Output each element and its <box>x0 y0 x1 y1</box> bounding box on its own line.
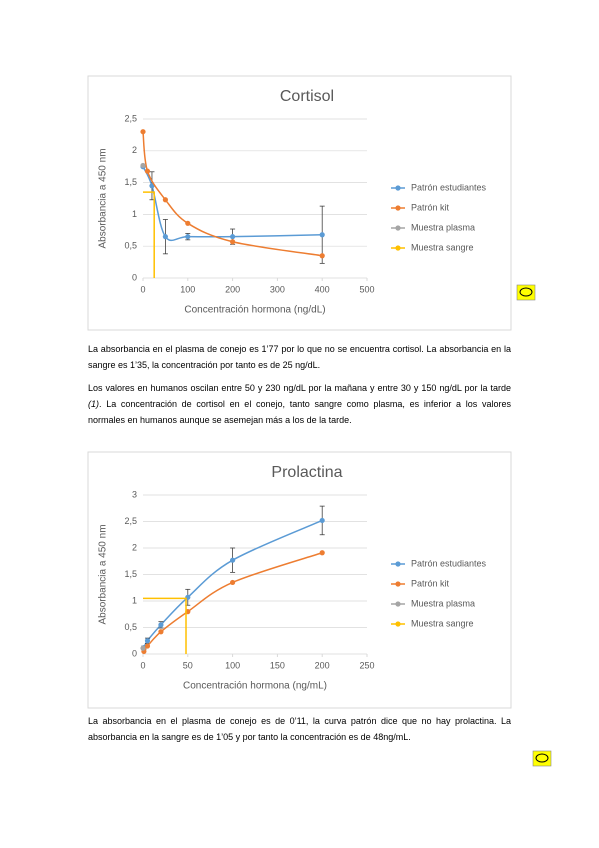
legend-label: Muestra sangre <box>411 242 474 252</box>
x-tick-label: 0 <box>140 284 145 294</box>
series-line <box>143 597 187 654</box>
x-tick-label: 50 <box>183 660 193 670</box>
y-tick-label: 0 <box>132 272 137 282</box>
y-tick-label: 0,5 <box>124 241 137 251</box>
y-tick-label: 2,5 <box>124 113 137 123</box>
chart-frame <box>87 75 512 331</box>
y-tick-label: 1 <box>132 209 137 219</box>
legend-label: Muestra sangre <box>411 618 474 628</box>
x-tick-label: 250 <box>359 660 374 670</box>
y-tick-label: 0 <box>132 648 137 658</box>
legend-marker <box>395 621 401 627</box>
marker <box>144 638 151 644</box>
comment-icon[interactable] <box>516 284 536 301</box>
x-tick-label: 500 <box>359 284 374 294</box>
text: La absorbancia en el plasma de conejo es… <box>88 716 511 742</box>
marker <box>149 183 155 189</box>
legend-marker <box>395 601 401 607</box>
marker <box>319 232 325 238</box>
marker <box>140 162 146 169</box>
y-tick-label: 2 <box>132 145 137 155</box>
marker <box>158 622 164 628</box>
marker <box>230 579 236 586</box>
y-axis-label: Absorbancia a 450 nm <box>98 148 109 248</box>
y-tick-label: 1,5 <box>124 177 137 187</box>
paragraph: Los valores en humanos oscilan entre 50 … <box>88 380 511 428</box>
legend-marker <box>395 185 401 191</box>
text: Los valores en humanos oscilan entre 50 … <box>88 383 511 393</box>
legend-label: Muestra plasma <box>411 598 475 608</box>
y-tick-label: 2 <box>132 542 137 552</box>
marker <box>319 253 325 259</box>
chart-title: Cortisol <box>280 88 334 105</box>
marker <box>140 645 146 651</box>
paragraph: La absorbancia en el plasma de conejo es… <box>88 713 511 745</box>
y-tick-label: 1 <box>132 595 137 605</box>
legend-label: Patrón estudiantes <box>411 558 487 568</box>
paragraph: La absorbancia en el plasma de conejo es… <box>88 341 511 373</box>
x-tick-label: 150 <box>270 660 285 670</box>
y-axis-label: Absorbancia a 450 nm <box>98 524 109 624</box>
marker <box>230 239 236 245</box>
x-tick-label: 100 <box>225 660 240 670</box>
y-tick-label: 3 <box>132 489 137 499</box>
legend-label: Patrón kit <box>411 578 450 588</box>
x-tick-label: 100 <box>180 284 195 294</box>
legend-label: Patrón estudiantes <box>411 182 487 192</box>
x-tick-label: 0 <box>140 660 145 670</box>
legend-marker <box>395 245 401 251</box>
legend-marker <box>395 561 401 567</box>
marker <box>319 517 325 524</box>
x-tick-label: 200 <box>315 660 330 670</box>
marker <box>162 197 168 203</box>
legend-label: Patrón kit <box>411 202 450 212</box>
y-tick-label: 2,5 <box>124 516 137 526</box>
legend-marker <box>395 225 401 231</box>
y-tick-label: 1,5 <box>124 569 137 579</box>
legend-marker <box>395 205 401 211</box>
legend-label: Muestra plasma <box>411 222 475 232</box>
marker <box>230 557 236 563</box>
marker <box>158 629 164 635</box>
legend-marker <box>395 581 401 587</box>
citation: (1) <box>88 399 99 409</box>
x-tick-label: 400 <box>315 284 330 294</box>
marker <box>144 168 151 174</box>
chart-title: Prolactina <box>271 464 342 481</box>
comment-icon[interactable] <box>532 750 552 767</box>
x-tick-label: 200 <box>225 284 240 294</box>
marker <box>230 234 236 240</box>
marker <box>162 234 168 240</box>
x-axis-label: Concentración hormona (ng/mL) <box>183 681 327 692</box>
x-axis-label: Concentración hormona (ng/dL) <box>184 305 325 316</box>
marker <box>185 220 191 226</box>
marker <box>144 643 151 649</box>
marker <box>185 234 191 240</box>
text: . La concentración de cortisol en el con… <box>88 399 511 425</box>
marker <box>319 550 325 556</box>
text: La absorbancia en el plasma de conejo es… <box>88 344 511 370</box>
x-tick-label: 300 <box>270 284 285 294</box>
marker <box>140 129 146 135</box>
y-tick-label: 0,5 <box>124 622 137 632</box>
series-line <box>143 191 155 278</box>
